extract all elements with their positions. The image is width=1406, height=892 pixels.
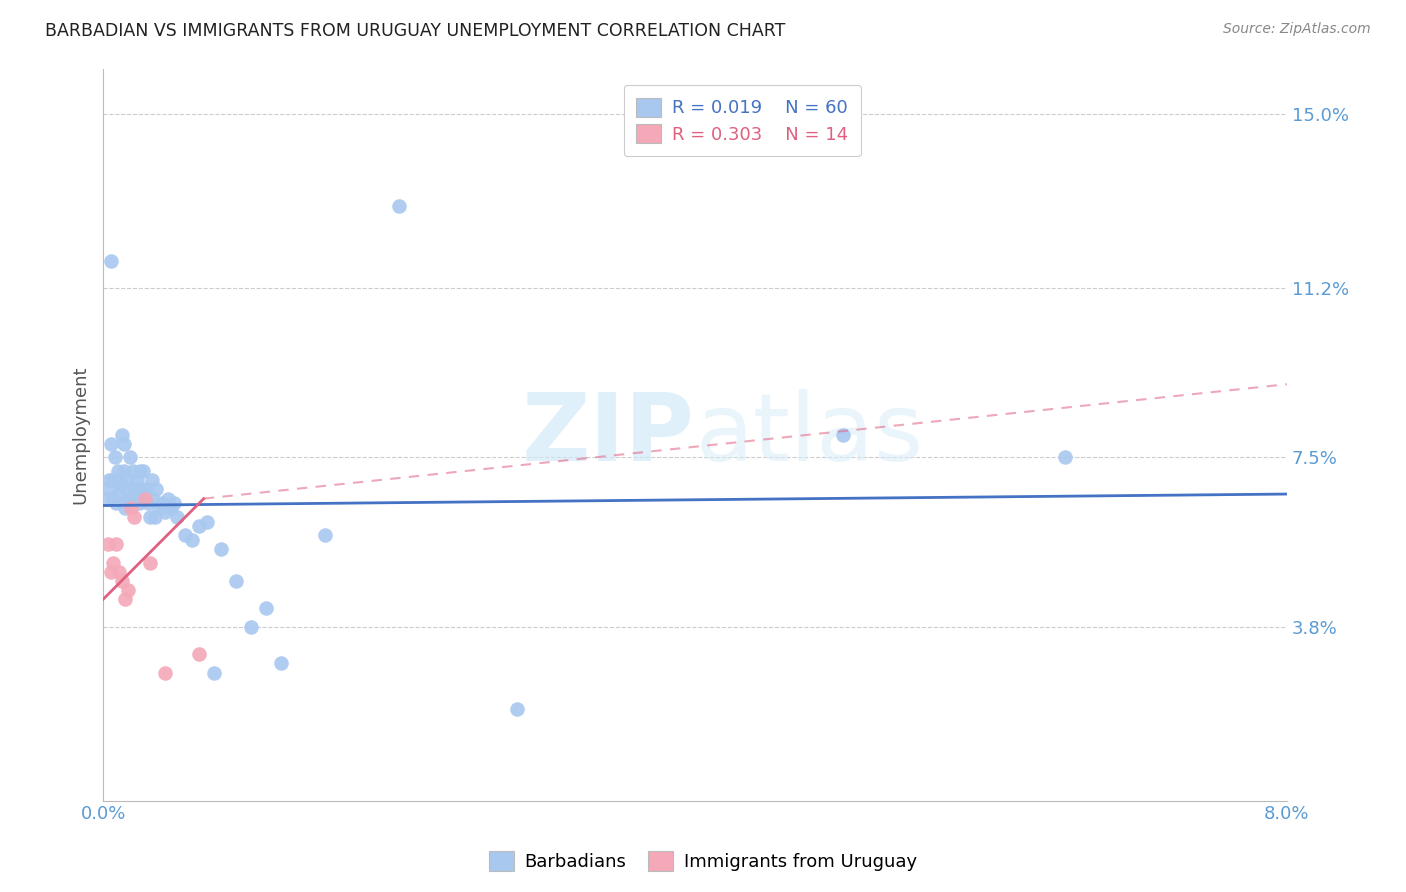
Point — [166, 510, 188, 524]
Point — [136, 496, 159, 510]
Point — [101, 473, 124, 487]
Point — [114, 500, 136, 515]
Y-axis label: Unemployment: Unemployment — [72, 366, 89, 504]
Point — [163, 496, 186, 510]
Point — [155, 505, 177, 519]
Point — [110, 478, 132, 492]
Point — [148, 500, 170, 515]
Point — [150, 496, 173, 510]
Point — [134, 491, 156, 506]
Point — [506, 702, 529, 716]
Text: ZIP: ZIP — [522, 389, 695, 481]
Point — [107, 464, 129, 478]
Point — [128, 496, 150, 510]
Point — [143, 510, 166, 524]
Point — [94, 491, 117, 506]
Point — [122, 510, 145, 524]
Text: atlas: atlas — [695, 389, 924, 481]
Point — [173, 528, 195, 542]
Point — [225, 574, 247, 588]
Point — [100, 253, 122, 268]
Point — [125, 483, 148, 497]
Point — [134, 491, 156, 506]
Point — [117, 583, 139, 598]
Point — [114, 592, 136, 607]
Point — [100, 565, 122, 579]
Point — [832, 427, 855, 442]
Point — [117, 483, 139, 497]
Point — [195, 515, 218, 529]
Point — [388, 199, 411, 213]
Point — [108, 565, 131, 579]
Point — [254, 601, 277, 615]
Point — [120, 491, 142, 506]
Point — [105, 496, 128, 510]
Point — [135, 483, 157, 497]
Point — [157, 491, 180, 506]
Point — [115, 473, 138, 487]
Point — [139, 556, 162, 570]
Legend: Barbadians, Immigrants from Uruguay: Barbadians, Immigrants from Uruguay — [481, 844, 925, 879]
Point — [131, 483, 153, 497]
Point — [120, 500, 142, 515]
Point — [107, 473, 129, 487]
Point — [122, 487, 145, 501]
Point — [240, 620, 263, 634]
Point — [103, 556, 125, 570]
Point — [112, 464, 135, 478]
Point — [314, 528, 336, 542]
Point — [211, 541, 233, 556]
Point — [98, 473, 121, 487]
Point — [141, 473, 163, 487]
Text: BARBADIAN VS IMMIGRANTS FROM URUGUAY UNEMPLOYMENT CORRELATION CHART: BARBADIAN VS IMMIGRANTS FROM URUGUAY UNE… — [45, 22, 786, 40]
Text: Source: ZipAtlas.com: Source: ZipAtlas.com — [1223, 22, 1371, 37]
Point — [112, 436, 135, 450]
Point — [104, 450, 127, 465]
Point — [129, 464, 152, 478]
Point — [103, 491, 125, 506]
Point — [188, 519, 211, 533]
Point — [139, 510, 162, 524]
Point — [121, 464, 143, 478]
Point — [160, 500, 183, 515]
Point — [180, 533, 202, 547]
Point — [188, 647, 211, 661]
Point — [105, 537, 128, 551]
Point — [127, 473, 149, 487]
Point — [132, 464, 155, 478]
Point — [145, 483, 167, 497]
Legend: R = 0.019    N = 60, R = 0.303    N = 14: R = 0.019 N = 60, R = 0.303 N = 14 — [624, 85, 860, 156]
Point — [118, 450, 141, 465]
Point — [155, 665, 177, 680]
Point — [97, 537, 120, 551]
Point — [1053, 450, 1076, 465]
Point — [202, 665, 225, 680]
Point — [270, 657, 292, 671]
Point — [115, 491, 138, 506]
Point — [142, 491, 165, 506]
Point — [108, 487, 131, 501]
Point — [111, 427, 134, 442]
Point — [111, 574, 134, 588]
Point — [100, 436, 122, 450]
Point — [97, 483, 120, 497]
